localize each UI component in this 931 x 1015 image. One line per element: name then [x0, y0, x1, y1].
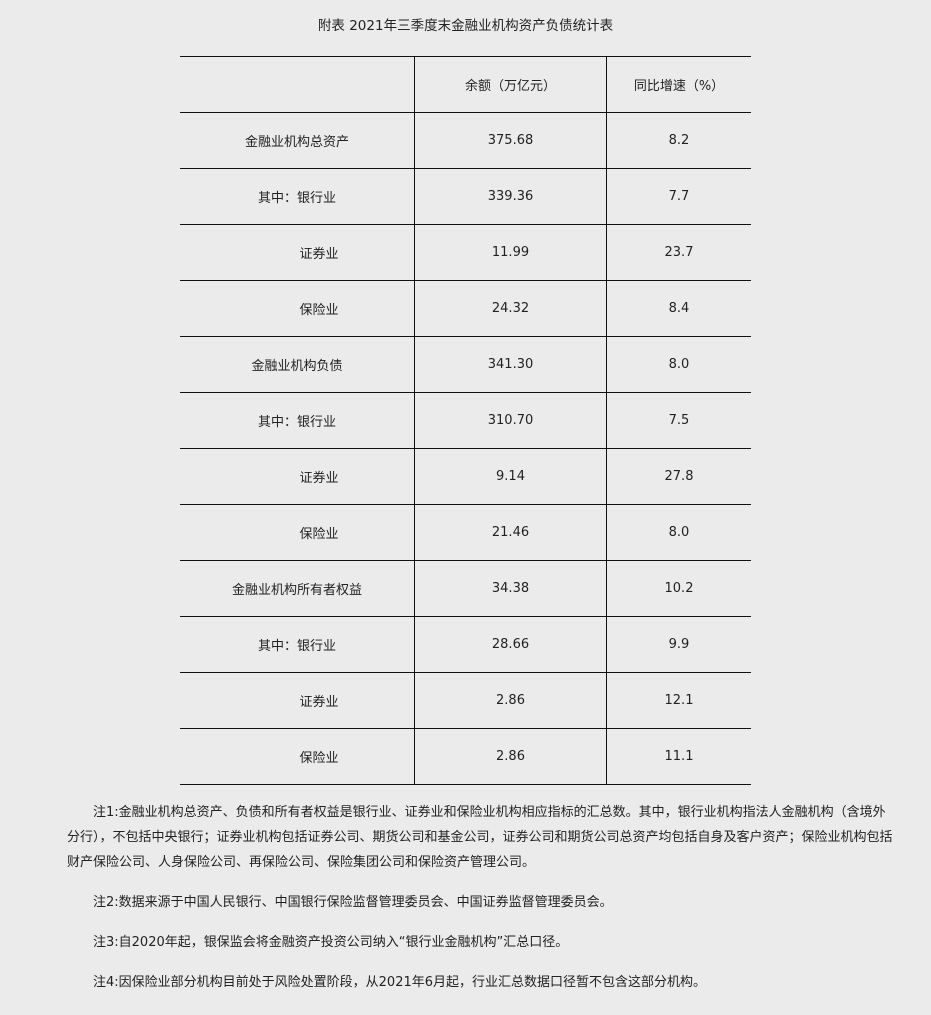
row-balance: 2.86 — [414, 672, 607, 729]
row-label: 其中：银行业 — [180, 168, 415, 225]
row-balance: 24.32 — [414, 280, 607, 337]
row-growth: 7.5 — [606, 392, 751, 449]
row-label: 保险业 — [180, 728, 415, 785]
row-balance: 9.14 — [414, 448, 607, 505]
row-label: 金融业机构总资产 — [180, 112, 415, 169]
row-growth: 10.2 — [606, 560, 751, 617]
table-row: 保险业 24.32 8.4 — [180, 280, 751, 337]
table-header-row: 余额（万亿元） 同比增速（%） — [180, 56, 751, 113]
row-growth: 9.9 — [606, 616, 751, 673]
row-balance: 2.86 — [414, 728, 607, 785]
row-growth: 8.0 — [606, 504, 751, 561]
header-growth: 同比增速（%） — [606, 56, 751, 113]
row-growth: 8.0 — [606, 336, 751, 393]
row-balance: 11.99 — [414, 224, 607, 281]
row-label: 证券业 — [180, 224, 415, 281]
row-growth: 7.7 — [606, 168, 751, 225]
row-growth: 11.1 — [606, 728, 751, 785]
note-2: 注2:数据来源于中国人民银行、中国银行保险监督管理委员会、中国证券监督管理委员会… — [93, 895, 613, 910]
row-label: 保险业 — [180, 280, 415, 337]
table-row: 金融业机构负债 341.30 8.0 — [180, 336, 751, 393]
row-label: 金融业机构所有者权益 — [180, 560, 415, 617]
balance-sheet-table: 余额（万亿元） 同比增速（%） 金融业机构总资产 375.68 8.2 其中：银行业 3… — [180, 56, 751, 785]
table-row: 金融业机构所有者权益 34.38 10.2 — [180, 560, 751, 617]
row-balance: 339.36 — [414, 168, 607, 225]
row-balance: 341.30 — [414, 336, 607, 393]
row-label: 其中：银行业 — [180, 392, 415, 449]
row-balance: 28.66 — [414, 616, 607, 673]
table-row: 其中：银行业 310.70 7.5 — [180, 392, 751, 449]
table-row: 其中：银行业 28.66 9.9 — [180, 616, 751, 673]
header-label — [180, 56, 415, 113]
row-growth: 23.7 — [606, 224, 751, 281]
table-row: 证券业 9.14 27.8 — [180, 448, 751, 505]
table-title: 附表 2021年三季度末金融业机构资产负债统计表 — [317, 18, 614, 34]
row-label: 金融业机构负债 — [180, 336, 415, 393]
row-label: 其中：银行业 — [180, 616, 415, 673]
row-growth: 8.2 — [606, 112, 751, 169]
table-row: 证券业 11.99 23.7 — [180, 224, 751, 281]
table-row: 保险业 2.86 11.1 — [180, 728, 751, 785]
row-growth: 12.1 — [606, 672, 751, 729]
row-growth: 27.8 — [606, 448, 751, 505]
row-label: 证券业 — [180, 448, 415, 505]
row-balance: 375.68 — [414, 112, 607, 169]
note-4: 注4:因保险业部分机构目前处于风险处置阶段，从2021年6月起，行业汇总数据口径… — [93, 975, 707, 990]
notes: 注1:金融业机构总资产、负债和所有者权益是银行业、证券业和保险业机构相应指标的汇… — [67, 800, 897, 1010]
table-row: 证券业 2.86 12.1 — [180, 672, 751, 729]
row-label: 保险业 — [180, 504, 415, 561]
note-3: 注3:自2020年起，银保监会将金融资产投资公司纳入“银行业金融机构”汇总口径。 — [93, 935, 569, 950]
header-balance: 余额（万亿元） — [414, 56, 607, 113]
row-balance: 310.70 — [414, 392, 607, 449]
row-balance: 21.46 — [414, 504, 607, 561]
row-label: 证券业 — [180, 672, 415, 729]
table-row: 金融业机构总资产 375.68 8.2 — [180, 112, 751, 169]
table-row: 其中：银行业 339.36 7.7 — [180, 168, 751, 225]
table-row: 保险业 21.46 8.0 — [180, 504, 751, 561]
row-balance: 34.38 — [414, 560, 607, 617]
note-1: 注1:金融业机构总资产、负债和所有者权益是银行业、证券业和保险业机构相应指标的汇… — [67, 805, 893, 870]
row-growth: 8.4 — [606, 280, 751, 337]
